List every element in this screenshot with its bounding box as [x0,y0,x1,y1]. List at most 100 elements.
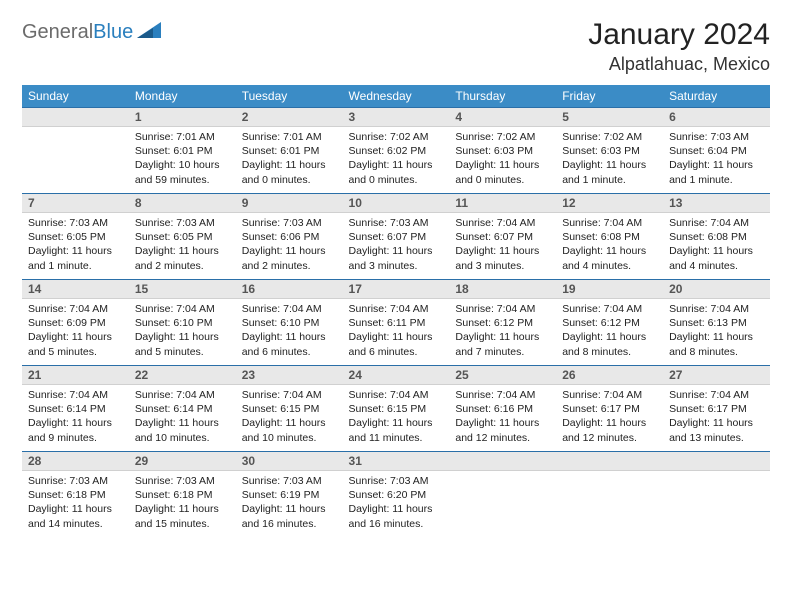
sunrise-line: Sunrise: 7:04 AM [242,302,337,316]
sunrise-line: Sunrise: 7:03 AM [242,216,337,230]
sunrise-line: Sunrise: 7:04 AM [455,388,550,402]
logo-triangle-icon [137,20,163,45]
day-number-empty: . [663,451,770,471]
day-content: Sunrise: 7:04 AMSunset: 6:10 PMDaylight:… [236,299,343,363]
day-content: Sunrise: 7:03 AMSunset: 6:05 PMDaylight:… [129,213,236,277]
sunset-line: Sunset: 6:19 PM [242,488,337,502]
sunrise-line: Sunrise: 7:04 AM [135,302,230,316]
day-content: Sunrise: 7:04 AMSunset: 6:17 PMDaylight:… [556,385,663,449]
calendar-cell: 6Sunrise: 7:03 AMSunset: 6:04 PMDaylight… [663,107,770,193]
logo-text: GeneralBlue [22,21,133,44]
day-number: 15 [129,279,236,299]
calendar-cell: 9Sunrise: 7:03 AMSunset: 6:06 PMDaylight… [236,193,343,279]
sunrise-line: Sunrise: 7:02 AM [562,130,657,144]
calendar-cell: 13Sunrise: 7:04 AMSunset: 6:08 PMDayligh… [663,193,770,279]
day-number: 2 [236,107,343,127]
calendar-week-row: 28Sunrise: 7:03 AMSunset: 6:18 PMDayligh… [22,451,770,537]
calendar-cell: 7Sunrise: 7:03 AMSunset: 6:05 PMDaylight… [22,193,129,279]
day-number: 1 [129,107,236,127]
day-content-empty [449,471,556,478]
calendar-cell: 16Sunrise: 7:04 AMSunset: 6:10 PMDayligh… [236,279,343,365]
daylight-line: Daylight: 11 hours and 2 minutes. [242,244,337,272]
sunset-line: Sunset: 6:12 PM [455,316,550,330]
sunset-line: Sunset: 6:10 PM [135,316,230,330]
day-number: 20 [663,279,770,299]
calendar-table: SundayMondayTuesdayWednesdayThursdayFrid… [22,85,770,537]
sunset-line: Sunset: 6:13 PM [669,316,764,330]
sunrise-line: Sunrise: 7:04 AM [669,388,764,402]
day-content: Sunrise: 7:03 AMSunset: 6:18 PMDaylight:… [22,471,129,535]
sunset-line: Sunset: 6:17 PM [669,402,764,416]
daylight-line: Daylight: 11 hours and 10 minutes. [135,416,230,444]
day-number: 22 [129,365,236,385]
calendar-cell: 3Sunrise: 7:02 AMSunset: 6:02 PMDaylight… [343,107,450,193]
sunrise-line: Sunrise: 7:04 AM [349,388,444,402]
calendar-cell: 22 Sunrise: 7:04 AMSunset: 6:14 PMDayligh… [129,365,236,451]
day-number: 12 [556,193,663,213]
day-number-empty: . [22,107,129,127]
day-number: 27 [663,365,770,385]
day-content: Sunrise: 7:03 AMSunset: 6:05 PMDaylight:… [22,213,129,277]
sunset-line: Sunset: 6:14 PM [135,402,230,416]
day-content: Sunrise: 7:04 AMSunset: 6:08 PMDaylight:… [556,213,663,277]
daylight-line: Daylight: 11 hours and 8 minutes. [562,330,657,358]
sunset-line: Sunset: 6:02 PM [349,144,444,158]
day-number: 13 [663,193,770,213]
logo: GeneralBlue [22,20,163,45]
sunrise-line: Sunrise: 7:04 AM [669,216,764,230]
day-number: 19 [556,279,663,299]
day-content: Sunrise: 7:04 AMSunset: 6:13 PMDaylight:… [663,299,770,363]
sunset-line: Sunset: 6:08 PM [562,230,657,244]
daylight-line: Daylight: 11 hours and 12 minutes. [455,416,550,444]
sunset-line: Sunset: 6:20 PM [349,488,444,502]
sunset-line: Sunset: 6:14 PM [28,402,123,416]
sunset-line: Sunset: 6:09 PM [28,316,123,330]
sunrise-line: Sunrise: 7:03 AM [135,474,230,488]
sunset-line: Sunset: 6:05 PM [135,230,230,244]
day-number: 7 [22,193,129,213]
day-content: Sunrise: 7:04 AMSunset: 6:16 PMDaylight:… [449,385,556,449]
sunset-line: Sunset: 6:01 PM [135,144,230,158]
logo-part1: General [22,21,93,43]
day-content: Sunrise: 7:03 AMSunset: 6:18 PMDaylight:… [129,471,236,535]
day-content: Sunrise: 7:01 AMSunset: 6:01 PMDaylight:… [129,127,236,191]
sunrise-line: Sunrise: 7:03 AM [349,474,444,488]
daylight-line: Daylight: 11 hours and 1 minute. [562,158,657,186]
day-content: Sunrise: 7:03 AMSunset: 6:06 PMDaylight:… [236,213,343,277]
daylight-line: Daylight: 11 hours and 0 minutes. [242,158,337,186]
day-number: 11 [449,193,556,213]
calendar-cell: . [663,451,770,537]
sunrise-line: Sunrise: 7:01 AM [242,130,337,144]
day-content-empty [22,127,129,134]
sunset-line: Sunset: 6:01 PM [242,144,337,158]
calendar-cell: 10Sunrise: 7:03 AMSunset: 6:07 PMDayligh… [343,193,450,279]
sunrise-line: Sunrise: 7:04 AM [455,302,550,316]
day-number: 26 [556,365,663,385]
day-number: 3 [343,107,450,127]
day-number: 24 [343,365,450,385]
day-number-empty: . [449,451,556,471]
calendar-cell: 27 Sunrise: 7:04 AMSunset: 6:17 PMDayligh… [663,365,770,451]
sunset-line: Sunset: 6:07 PM [349,230,444,244]
daylight-line: Daylight: 11 hours and 13 minutes. [669,416,764,444]
sunrise-line: Sunrise: 7:03 AM [135,216,230,230]
day-content: Sunrise: 7:02 AMSunset: 6:02 PMDaylight:… [343,127,450,191]
daylight-line: Daylight: 10 hours and 59 minutes. [135,158,230,186]
day-number: 16 [236,279,343,299]
calendar-cell: 23Sunrise: 7:04 AMSunset: 6:15 PMDayligh… [236,365,343,451]
calendar-head: SundayMondayTuesdayWednesdayThursdayFrid… [22,85,770,107]
calendar-cell: 8Sunrise: 7:03 AMSunset: 6:05 PMDaylight… [129,193,236,279]
calendar-cell: 26Sunrise: 7:04 AMSunset: 6:17 PMDayligh… [556,365,663,451]
sunset-line: Sunset: 6:03 PM [562,144,657,158]
calendar-week-row: 14Sunrise: 7:04 AMSunset: 6:09 PMDayligh… [22,279,770,365]
sunrise-line: Sunrise: 7:04 AM [28,302,123,316]
calendar-cell: 1Sunrise: 7:01 AMSunset: 6:01 PMDaylight… [129,107,236,193]
daylight-line: Daylight: 11 hours and 9 minutes. [28,416,123,444]
sunrise-line: Sunrise: 7:03 AM [28,474,123,488]
daylight-line: Daylight: 11 hours and 1 minute. [28,244,123,272]
daylight-line: Daylight: 11 hours and 11 minutes. [349,416,444,444]
sunrise-line: Sunrise: 7:04 AM [135,388,230,402]
day-number: 9 [236,193,343,213]
daylight-line: Daylight: 11 hours and 1 minute. [669,158,764,186]
sunrise-line: Sunrise: 7:04 AM [28,388,123,402]
